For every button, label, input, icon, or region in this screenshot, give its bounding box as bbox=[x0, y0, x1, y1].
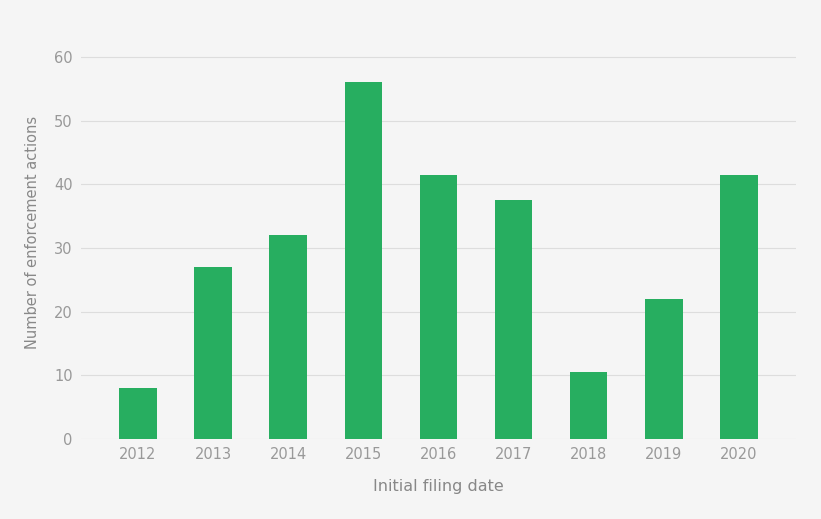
Y-axis label: Number of enforcement actions: Number of enforcement actions bbox=[25, 115, 40, 349]
Bar bbox=[420, 175, 457, 439]
Bar bbox=[570, 372, 608, 439]
Bar bbox=[645, 299, 682, 439]
Bar bbox=[195, 267, 232, 439]
Bar bbox=[495, 200, 532, 439]
Bar bbox=[269, 235, 307, 439]
Bar bbox=[119, 388, 157, 439]
Bar bbox=[720, 175, 758, 439]
Bar bbox=[345, 83, 382, 439]
X-axis label: Initial filing date: Initial filing date bbox=[373, 479, 504, 494]
